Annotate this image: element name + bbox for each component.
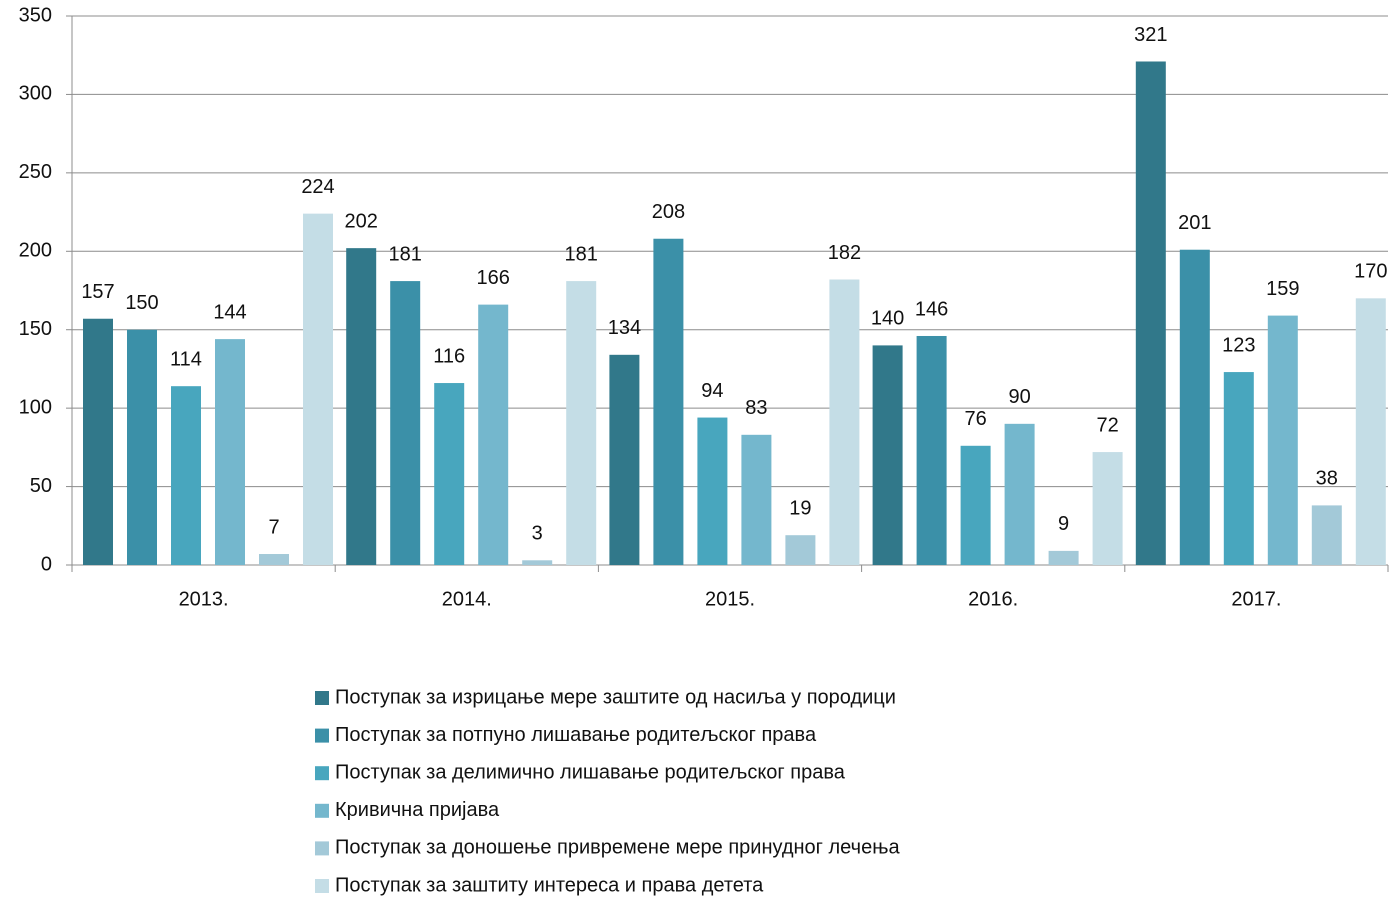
bar (1267, 315, 1298, 565)
y-tick-label: 100 (19, 396, 52, 418)
legend-label: Кривична пријава (335, 799, 500, 821)
y-tick-label: 150 (19, 318, 52, 340)
legend-swatch (315, 728, 329, 743)
value-label: 181 (389, 243, 422, 265)
value-label: 90 (1008, 386, 1030, 408)
bar (259, 554, 289, 565)
bar (653, 238, 684, 566)
value-label: 201 (1178, 212, 1211, 234)
bar (1311, 505, 1342, 565)
x-tick-label: 2016. (968, 588, 1018, 610)
legend-swatch (315, 691, 329, 705)
y-tick-label: 300 (19, 83, 52, 105)
value-label: 116 (433, 345, 465, 367)
y-tick-label: 200 (19, 240, 52, 262)
legend-label: Поступак за доношење привремене мере при… (335, 837, 900, 859)
bar (1135, 61, 1166, 565)
y-tick-label: 250 (19, 161, 52, 183)
bar (741, 434, 772, 565)
bar (829, 279, 860, 565)
bar (1092, 452, 1123, 565)
value-label: 159 (1266, 278, 1299, 300)
value-label: 146 (915, 298, 948, 320)
value-label: 321 (1134, 24, 1167, 46)
value-label: 72 (1096, 414, 1118, 436)
bar (522, 560, 553, 565)
value-label: 3 (532, 523, 543, 545)
legend-label: Поступак за изрицање мере заштите од нас… (335, 686, 896, 708)
value-label: 83 (745, 397, 767, 419)
bar (609, 354, 640, 565)
value-label: 157 (81, 281, 114, 303)
legend-swatch (315, 879, 329, 893)
bar (478, 304, 509, 565)
legend-label: Поступак за заштиту интереса и права дет… (335, 874, 764, 896)
value-label: 181 (565, 243, 598, 265)
bar (1355, 298, 1386, 565)
x-tick-label: 2013. (179, 588, 229, 610)
value-label: 114 (170, 348, 202, 370)
value-label: 208 (652, 201, 685, 223)
value-label: 224 (301, 176, 334, 198)
bar (390, 281, 421, 565)
x-tick-label: 2017. (1231, 588, 1281, 610)
legend-swatch (315, 841, 329, 856)
bar (1223, 372, 1254, 565)
bar (127, 329, 157, 565)
value-label: 170 (1354, 261, 1387, 283)
value-label: 7 (268, 516, 279, 538)
bar (1048, 550, 1079, 565)
bar (434, 383, 465, 565)
value-label: 166 (477, 267, 510, 289)
bar (303, 213, 333, 565)
bar (1004, 423, 1035, 565)
value-label: 150 (125, 292, 158, 314)
bar (785, 535, 816, 565)
x-tick-label: 2014. (442, 588, 492, 610)
value-label: 202 (345, 210, 378, 232)
legend-label: Поступак за потпуно лишавање родитељског… (335, 724, 817, 746)
legend-swatch (315, 803, 329, 818)
value-label: 134 (608, 317, 641, 339)
x-tick-label: 2015. (705, 588, 755, 610)
legend-label: Поступак за делимично лишавање родитељск… (335, 761, 846, 783)
legend-swatch (315, 766, 329, 781)
bar (1179, 249, 1210, 565)
y-tick-label: 350 (19, 4, 52, 26)
bar (346, 248, 377, 566)
value-label: 123 (1222, 334, 1255, 356)
bar (916, 335, 947, 565)
bar (697, 417, 728, 565)
bar (171, 386, 201, 565)
y-tick-label: 50 (30, 475, 52, 497)
value-label: 182 (828, 242, 861, 264)
y-tick-label: 0 (41, 553, 52, 575)
value-label: 19 (789, 497, 811, 519)
bar (960, 445, 991, 565)
value-label: 9 (1058, 513, 1069, 535)
bar (83, 318, 113, 565)
bar (215, 339, 245, 565)
value-label: 140 (871, 308, 904, 330)
value-label: 144 (213, 301, 246, 323)
bar (566, 281, 597, 565)
value-label: 94 (701, 380, 723, 402)
value-label: 76 (964, 408, 986, 430)
value-label: 38 (1316, 468, 1338, 490)
bar (872, 345, 903, 565)
